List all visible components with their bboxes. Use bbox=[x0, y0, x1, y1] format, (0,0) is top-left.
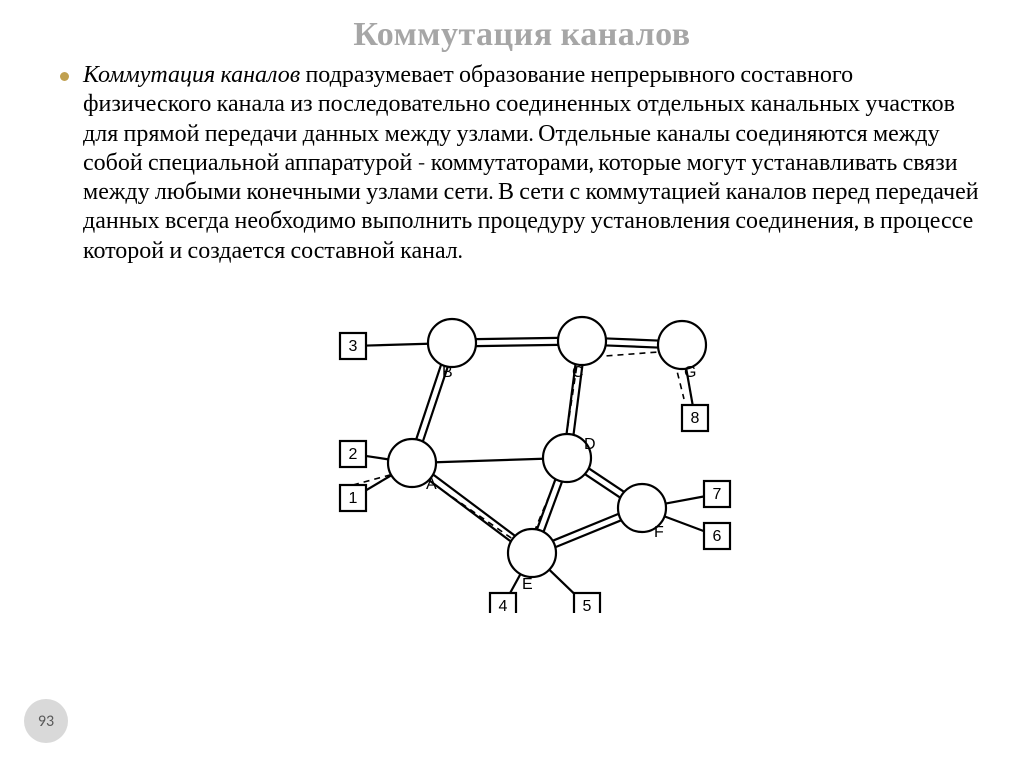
network-diagram: 1 2 3 4 5 6 7 8 A B C D E F G bbox=[312, 273, 732, 617]
svg-text:8: 8 bbox=[691, 410, 700, 427]
slide-title: Коммутация каналов bbox=[60, 14, 984, 54]
body-rest: подразумевает образование непрерывного с… bbox=[83, 60, 979, 264]
svg-text:E: E bbox=[522, 576, 533, 593]
svg-text:3: 3 bbox=[349, 338, 358, 355]
svg-text:2: 2 bbox=[349, 446, 358, 463]
body-lead: Коммутация каналов bbox=[83, 60, 300, 88]
svg-text:B: B bbox=[442, 364, 453, 381]
svg-text:1: 1 bbox=[349, 490, 358, 507]
svg-text:C: C bbox=[572, 364, 584, 381]
page-number: 93 bbox=[38, 712, 54, 731]
svg-text:5: 5 bbox=[583, 598, 592, 613]
svg-text:7: 7 bbox=[713, 486, 722, 503]
svg-text:D: D bbox=[584, 436, 596, 453]
svg-text:6: 6 bbox=[713, 528, 722, 545]
svg-text:A: A bbox=[426, 476, 437, 493]
svg-text:G: G bbox=[684, 364, 696, 381]
page-number-badge: 93 bbox=[24, 699, 68, 743]
bullet-item: Коммутация каналов подразумевает образов… bbox=[60, 60, 984, 265]
svg-text:F: F bbox=[654, 524, 664, 541]
bullet-icon bbox=[60, 72, 69, 81]
svg-text:4: 4 bbox=[499, 598, 508, 613]
body-text: Коммутация каналов подразумевает образов… bbox=[83, 60, 984, 265]
